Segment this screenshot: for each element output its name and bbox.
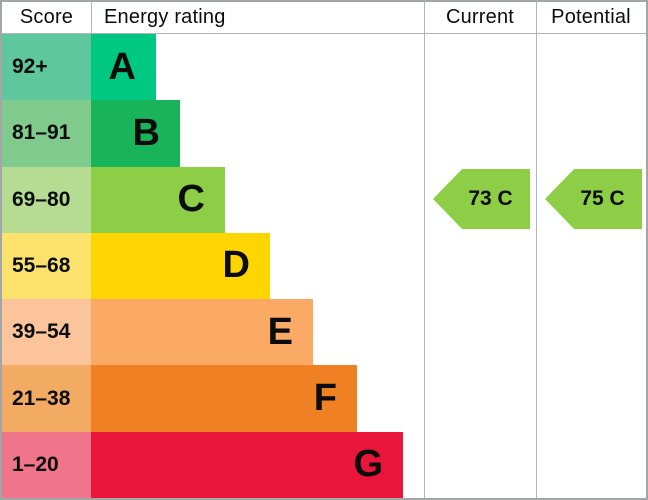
band-row-c: 69–80 C: [2, 166, 646, 233]
potential-column-divider: [536, 2, 537, 498]
score-range-c: 69–80: [2, 166, 91, 233]
score-column-header: Score: [19, 6, 74, 28]
band-bar-c: C: [91, 166, 225, 233]
band-row-a: 92+ A: [2, 34, 646, 101]
band-rows: 92+ A 81–91 B 69–80 C 55–68 D 39–54 E 21…: [2, 34, 646, 498]
band-row-d: 55–68 D: [2, 232, 646, 300]
score-range-f: 21–38: [2, 365, 91, 432]
band-bar-g: G: [91, 431, 403, 498]
chart-header: Score Energy rating Current Potential: [2, 2, 646, 34]
band-row-g: 1–20 G: [2, 431, 646, 498]
band-bar-b: B: [91, 100, 180, 167]
band-bar-f: F: [91, 365, 357, 432]
score-range-e: 39–54: [2, 299, 91, 366]
score-range-a: 92+: [2, 34, 91, 101]
energy-rating-column-header: Energy rating: [91, 2, 424, 33]
band-bar-d: D: [91, 232, 270, 300]
potential-column-header: Potential: [551, 6, 631, 28]
band-row-e: 39–54 E: [2, 299, 646, 366]
band-bar-a: A: [91, 34, 156, 101]
band-row-b: 81–91 B: [2, 100, 646, 167]
score-range-b: 81–91: [2, 100, 91, 167]
current-column-divider: [424, 2, 425, 498]
score-range-d: 55–68: [2, 232, 91, 300]
band-bar-e: E: [91, 299, 313, 366]
band-row-f: 21–38 F: [2, 365, 646, 432]
current-column-header: Current: [445, 6, 515, 28]
score-range-g: 1–20: [2, 431, 91, 498]
